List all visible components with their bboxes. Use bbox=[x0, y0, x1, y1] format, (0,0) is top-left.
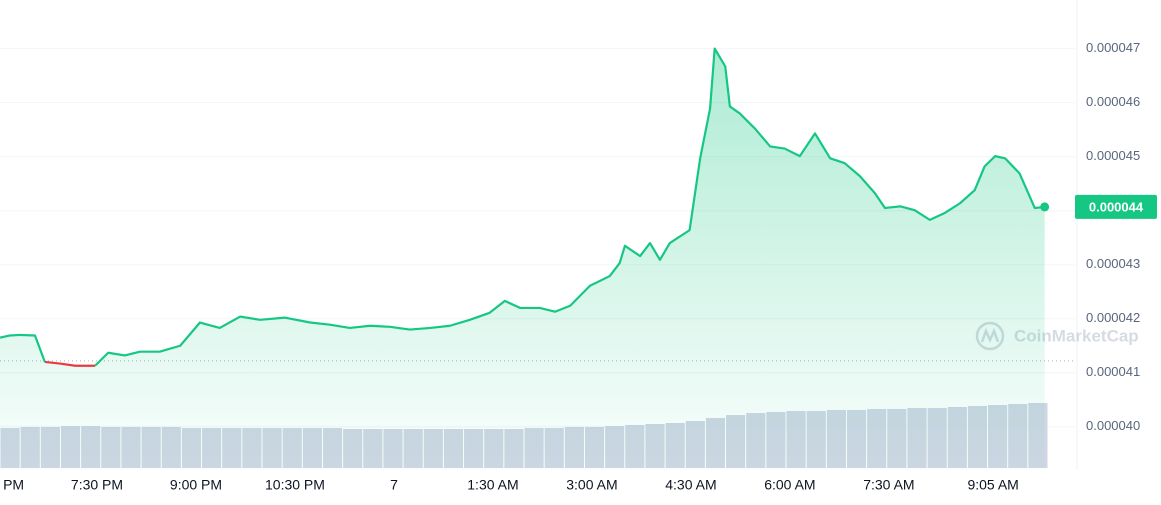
price-line bbox=[0, 333, 46, 363]
price-label: 0.000044 bbox=[1089, 199, 1144, 214]
x-tick-label: 7:30 AM bbox=[863, 477, 914, 493]
last-point bbox=[1040, 202, 1050, 212]
x-tick-label: 6:00 AM bbox=[764, 477, 815, 493]
x-tick-label: 7:30 PM bbox=[71, 477, 123, 493]
x-tick-label: 6:00 PM bbox=[0, 477, 24, 493]
x-tick-label: 9:00 PM bbox=[170, 477, 222, 493]
x-tick-label: 9:05 AM bbox=[967, 477, 1018, 493]
price-area bbox=[0, 48, 1045, 470]
x-tick-label: 3:00 AM bbox=[566, 477, 617, 493]
price-line bbox=[44, 360, 96, 367]
price-badge bbox=[1075, 194, 1157, 219]
price-line bbox=[94, 47, 1045, 367]
x-tick-label: 10:30 PM bbox=[265, 477, 325, 493]
y-tick-label: 0.000045 bbox=[1086, 148, 1140, 163]
y-tick-label: 0.000047 bbox=[1086, 40, 1140, 55]
y-tick-label: 0.000041 bbox=[1086, 364, 1140, 379]
x-tick-label: 7 bbox=[390, 477, 398, 493]
watermark-text: CoinMarketCap bbox=[1014, 326, 1139, 345]
y-tick-label: 0.000043 bbox=[1086, 256, 1140, 271]
y-tick-label: 0.000046 bbox=[1086, 94, 1140, 109]
y-tick-label: 0.000042 bbox=[1086, 310, 1140, 325]
x-tick-label: 1:30 AM bbox=[467, 477, 518, 493]
x-tick-label: 4:30 AM bbox=[665, 477, 716, 493]
y-tick-label: 0.000040 bbox=[1086, 418, 1140, 433]
